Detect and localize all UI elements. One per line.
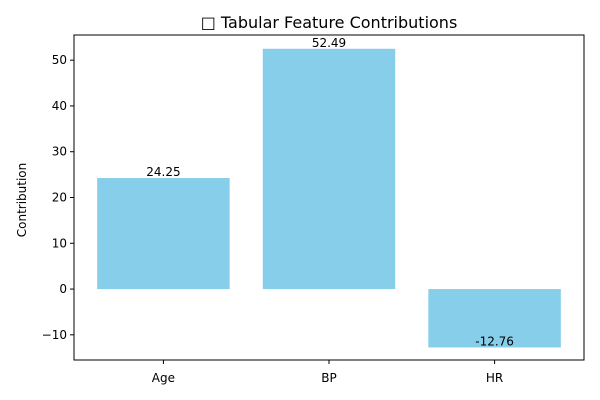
y-tick-label: 50 xyxy=(52,53,67,67)
y-tick-label: 20 xyxy=(52,191,67,205)
y-axis-label: Contribution xyxy=(15,163,29,238)
plot-frame xyxy=(73,34,585,361)
x-ticks-layer: Age BP HR xyxy=(152,360,503,385)
y-tick-label: −10 xyxy=(42,328,67,342)
x-tick-label-bp: BP xyxy=(321,371,336,385)
x-tick-label-hr: HR xyxy=(486,371,503,385)
data-label-hr: -12.76 xyxy=(475,334,514,348)
chart-title: □ Tabular Feature Contributions xyxy=(201,13,458,32)
bar-age xyxy=(97,178,230,290)
y-tick-label: 10 xyxy=(52,236,67,250)
data-labels-layer: 24.25 52.49 -12.76 xyxy=(146,36,514,349)
bar-bp xyxy=(262,48,396,290)
y-tick-label: 30 xyxy=(52,145,67,159)
x-tick-label-age: Age xyxy=(152,371,175,385)
y-ticks-layer: −10 0 10 20 30 40 50 xyxy=(42,53,74,342)
data-label-bp: 52.49 xyxy=(312,36,346,50)
data-label-age: 24.25 xyxy=(146,165,180,179)
bars-layer xyxy=(97,48,561,348)
y-tick-label: 40 xyxy=(52,99,67,113)
y-tick-label: 0 xyxy=(59,282,67,296)
bar-hr xyxy=(428,289,561,348)
